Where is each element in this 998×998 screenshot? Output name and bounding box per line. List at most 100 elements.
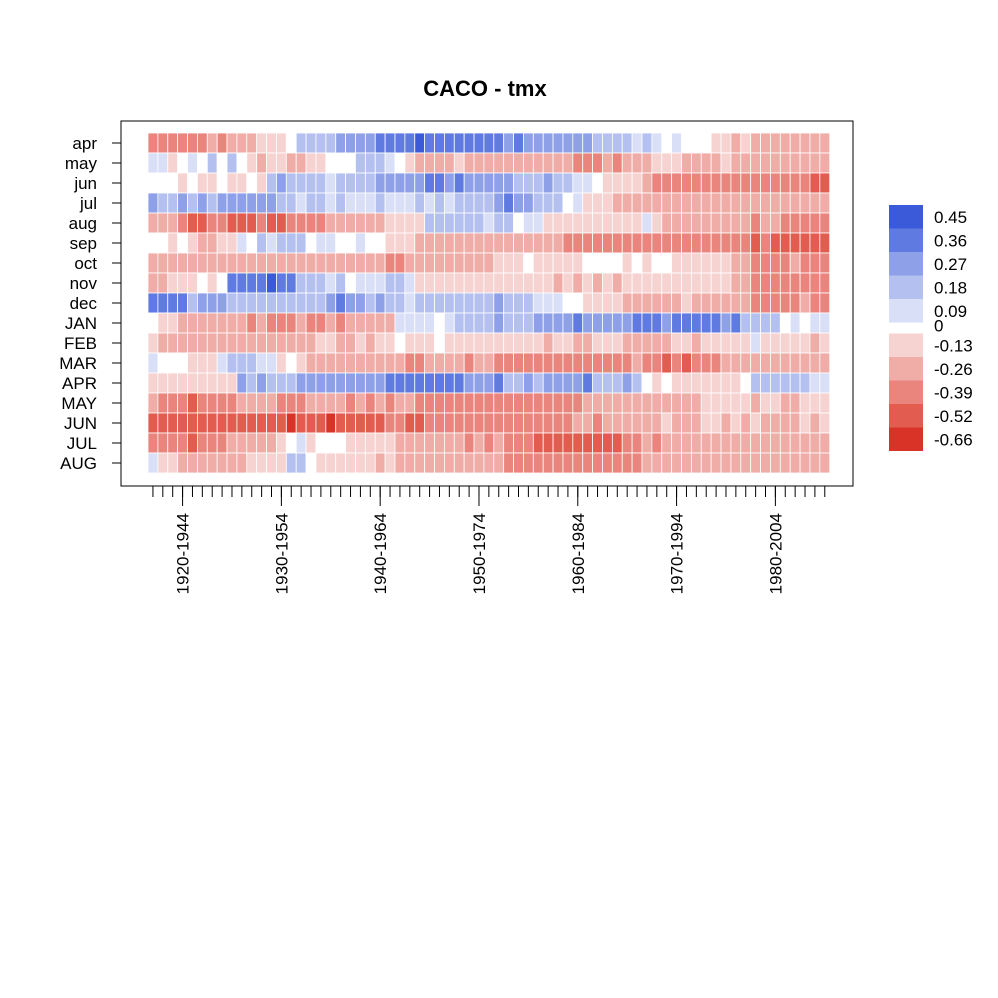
heatmap-cell	[325, 252, 337, 274]
heatmap-cell	[434, 332, 445, 354]
heatmap-cell	[384, 192, 396, 214]
heatmap-cell	[641, 372, 653, 394]
heatmap-cell	[463, 192, 475, 214]
heatmap-cell	[552, 292, 564, 314]
y-tick-label: aug	[69, 214, 97, 233]
heatmap-cell	[196, 232, 208, 254]
legend-swatch	[889, 427, 923, 451]
heatmap-cell	[760, 252, 771, 274]
heatmap-cell	[196, 192, 208, 214]
heatmap-cell	[325, 152, 337, 174]
heatmap-cell	[710, 312, 722, 334]
heatmap-cell	[206, 392, 218, 414]
heatmap-cell	[453, 172, 465, 194]
heatmap-cell	[345, 432, 356, 454]
heatmap-cell	[177, 292, 188, 314]
heatmap-cell	[285, 412, 297, 434]
heatmap-cell	[285, 232, 297, 254]
heatmap-cell	[335, 372, 347, 394]
heatmap-cell	[493, 232, 505, 254]
heatmap-cell	[295, 152, 307, 174]
heatmap-cell	[434, 132, 445, 154]
heatmap-cell	[552, 272, 564, 294]
heatmap-cell	[157, 192, 169, 214]
heatmap-cell	[147, 352, 159, 374]
heatmap-cell	[276, 352, 287, 374]
heatmap-cell	[641, 412, 653, 434]
heatmap-cell	[819, 312, 831, 334]
heatmap-cell	[621, 352, 633, 374]
heatmap-cell	[513, 212, 524, 234]
heatmap-cell	[285, 132, 297, 154]
heatmap-cell	[187, 192, 198, 214]
heatmap-cell	[236, 412, 248, 434]
heatmap-cell	[157, 132, 169, 154]
heatmap-cell	[779, 332, 791, 354]
heatmap-cell	[503, 232, 514, 254]
heatmap-cell	[513, 292, 524, 314]
heatmap-cell	[700, 212, 712, 234]
heatmap-cell	[453, 412, 465, 434]
heatmap-cell	[355, 212, 366, 234]
heatmap-cell	[582, 352, 593, 374]
heatmap-cell	[374, 172, 386, 194]
heatmap-cell	[720, 272, 732, 294]
heatmap-cell	[473, 312, 485, 334]
heatmap-cell	[523, 272, 534, 294]
heatmap-cell	[276, 452, 287, 474]
heatmap-cell	[177, 192, 188, 214]
heatmap-cell	[325, 232, 337, 254]
heatmap-cell	[226, 192, 238, 214]
heatmap-cell	[226, 372, 238, 394]
heatmap-cell	[216, 192, 228, 214]
heatmap-cell	[720, 152, 732, 174]
heatmap-cell	[562, 412, 574, 434]
heatmap-cell	[147, 212, 159, 234]
heatmap-cell	[483, 212, 495, 234]
heatmap-cell	[661, 312, 673, 334]
heatmap-cell	[384, 172, 396, 194]
heatmap-cell	[196, 172, 208, 194]
heatmap-cell	[611, 172, 623, 194]
heatmap-cell	[542, 272, 554, 294]
heatmap-cell	[671, 312, 682, 334]
heatmap-cell	[779, 432, 791, 454]
heatmap-cell	[335, 412, 347, 434]
heatmap-cell	[483, 152, 495, 174]
heatmap-cell	[809, 272, 821, 294]
heatmap-cell	[592, 252, 603, 274]
y-tick-label: MAY	[61, 394, 97, 413]
heatmap-cell	[384, 372, 396, 394]
heatmap-cell	[532, 212, 544, 234]
heatmap-cell	[760, 132, 771, 154]
heatmap-cell	[355, 192, 366, 214]
heatmap-cell	[611, 192, 623, 214]
heatmap-cell	[799, 392, 811, 414]
heatmap-cell	[335, 332, 347, 354]
heatmap-cell	[256, 232, 267, 254]
heatmap-cell	[562, 452, 574, 474]
heatmap-cell	[394, 392, 406, 414]
heatmap-cell	[799, 152, 811, 174]
heatmap-cell	[216, 372, 228, 394]
heatmap-cell	[809, 152, 821, 174]
heatmap-cell	[384, 232, 396, 254]
heatmap-cell	[443, 392, 455, 414]
legend-swatch	[889, 275, 923, 299]
heatmap-cell	[187, 232, 198, 254]
heatmap-cell	[167, 172, 179, 194]
heatmap-cell	[789, 252, 801, 274]
heatmap-cell	[266, 152, 277, 174]
heatmap-cell	[572, 252, 584, 274]
heatmap-cell	[434, 292, 445, 314]
heatmap-cell	[809, 252, 821, 274]
heatmap-cell	[364, 192, 376, 214]
heatmap-cell	[760, 312, 771, 334]
heatmap-cell	[187, 252, 198, 274]
heatmap-cell	[167, 432, 179, 454]
heatmap-cell	[206, 372, 218, 394]
heatmap-cell	[602, 272, 613, 294]
legend-label: -0.39	[934, 383, 973, 402]
heatmap-cell	[335, 432, 347, 454]
heatmap-cell	[611, 272, 623, 294]
